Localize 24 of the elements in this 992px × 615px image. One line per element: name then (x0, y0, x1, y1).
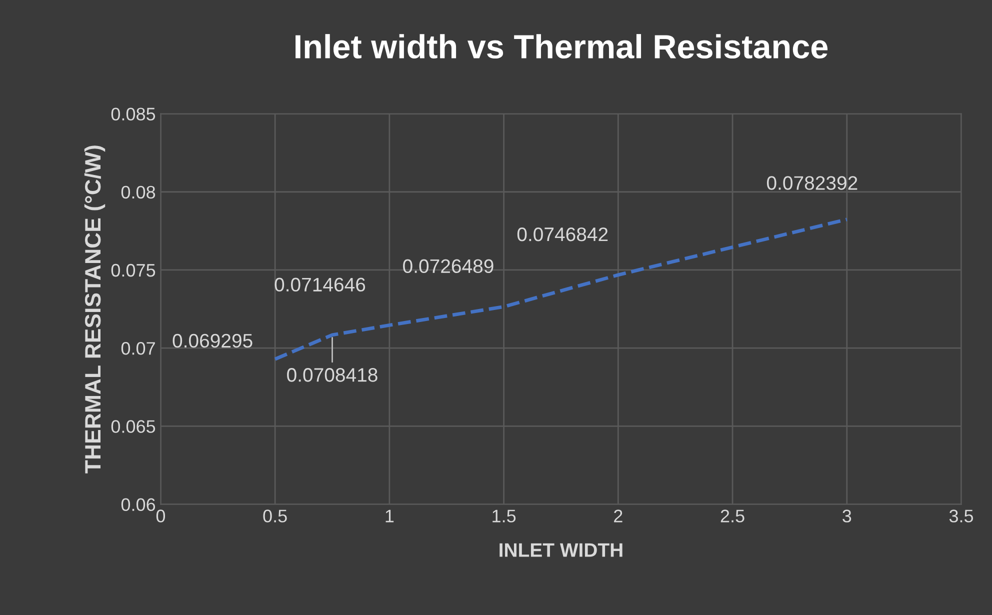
data-label: 0.0714646 (274, 278, 366, 292)
x-tick-label: 2.5 (720, 510, 744, 522)
y-axis-title: THERMAL RESISTANCE (°C/W) (84, 146, 106, 474)
data-label: 0.0782392 (766, 176, 858, 190)
x-tick-label: 1 (386, 510, 394, 522)
chart-title: Inlet width vs Thermal Resistance (296, 34, 828, 59)
y-tick-label: 0.065 (111, 420, 156, 433)
data-label: 0.0726489 (403, 259, 494, 274)
data-label: 0.0708418 (287, 368, 378, 382)
y-tick-label: 0.075 (111, 264, 156, 277)
data-label: 0.0746842 (517, 227, 608, 242)
y-tick-label: 0.07 (121, 342, 155, 355)
y-tick-label: 0.06 (121, 498, 156, 512)
x-tick-label: 0.5 (263, 510, 287, 522)
y-tick-label: 0.085 (111, 108, 156, 120)
data-label: 0.069295 (172, 334, 252, 348)
x-tick-label: 2 (614, 510, 622, 522)
y-tick-label: 0.08 (121, 186, 156, 199)
x-tick-label: 1.5 (492, 510, 516, 522)
x-tick-label: 3.5 (949, 510, 974, 522)
x-tick-label: 3 (842, 510, 852, 522)
line-series (273, 218, 849, 361)
x-tick-label: 0 (156, 510, 166, 522)
x-axis-title: INLET WIDTH (500, 543, 622, 557)
